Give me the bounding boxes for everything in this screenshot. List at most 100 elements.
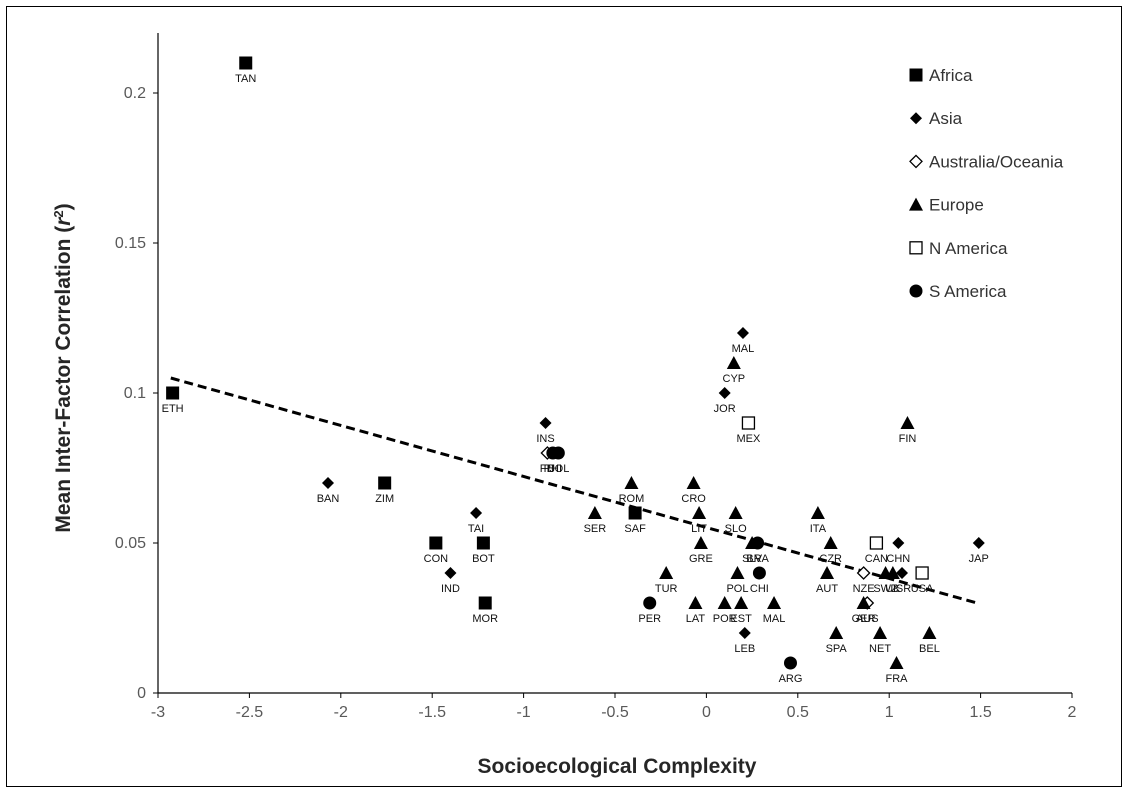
x-tick-label: 1.5 xyxy=(969,704,991,721)
x-tick-label: -1 xyxy=(516,704,530,721)
x-tick-label: 0.5 xyxy=(787,704,809,721)
chart-frame xyxy=(6,6,1122,787)
point-label-czr: CZR xyxy=(819,553,842,565)
point-label-swz: SWZ xyxy=(873,583,898,595)
point-label-cyp: CYP xyxy=(723,373,746,385)
data-point-por xyxy=(717,596,732,609)
data-point-pol xyxy=(730,566,745,579)
data-point-jor xyxy=(718,387,731,399)
data-point-uk xyxy=(885,566,900,579)
x-tick-label: -2 xyxy=(334,704,348,721)
axes xyxy=(153,33,1073,698)
point-label-ind: IND xyxy=(441,583,460,595)
point-label-mor: MOR xyxy=(472,613,498,625)
data-points xyxy=(166,56,985,670)
point-label-net: NET xyxy=(869,643,891,655)
legend-label-1: Asia xyxy=(929,109,963,128)
data-point-est xyxy=(734,596,749,609)
legend-marker-2 xyxy=(909,154,923,169)
point-label-arg: ARG xyxy=(779,673,803,685)
point-label-aut: AUT xyxy=(816,583,838,595)
data-point-mal xyxy=(736,327,749,339)
data-point-leb xyxy=(738,627,751,639)
data-point-ser xyxy=(587,506,602,519)
point-label-ban: BAN xyxy=(317,493,340,505)
data-point-per xyxy=(643,596,657,610)
legend-label-0: Africa xyxy=(929,66,973,85)
point-label-isr: ISR xyxy=(893,583,911,595)
point-label-leb: LEB xyxy=(734,643,755,655)
point-label-ger: GER xyxy=(852,613,876,625)
point-label-slv: SLV xyxy=(742,553,763,565)
y-axis-title-main: Mean Inter-Factor Correlation ( xyxy=(52,226,75,533)
legend-label-2: Australia/Oceania xyxy=(929,152,1064,171)
data-point-lat xyxy=(688,596,703,609)
point-label-per: PER xyxy=(638,613,661,625)
data-point-ind xyxy=(444,567,457,579)
x-tick-label: 1 xyxy=(885,704,894,721)
y-tick-label: 0.1 xyxy=(124,385,146,402)
data-point-chi xyxy=(752,566,766,580)
y-tick-label: 0.05 xyxy=(115,535,146,552)
point-label-eth: ETH xyxy=(162,403,184,415)
data-point-fin xyxy=(900,416,915,429)
point-label-saf: SAF xyxy=(624,523,646,535)
legend-label-4: N America xyxy=(929,239,1008,258)
legend-marker-4 xyxy=(909,241,923,255)
data-point-mex xyxy=(741,416,756,430)
point-label-phi: PHI xyxy=(544,463,562,475)
y-axis-title-superscript: 2 xyxy=(51,210,66,217)
point-label-fij: FIJ xyxy=(540,463,555,475)
data-point-jap xyxy=(972,537,985,549)
legend-label-3: Europe xyxy=(929,196,984,215)
data-point-aut xyxy=(820,566,835,579)
point-label-nze: NZE xyxy=(853,583,875,595)
data-point-czr xyxy=(823,536,838,549)
data-point-phi xyxy=(546,446,560,460)
x-tick-label: 2 xyxy=(1068,704,1077,721)
x-tick-label: -3 xyxy=(151,704,165,721)
data-point-lit xyxy=(692,506,707,519)
point-label-mal: MAL xyxy=(763,613,786,625)
data-point-bel xyxy=(922,626,937,639)
point-label-spa: SPA xyxy=(826,643,848,655)
point-label-fra: FRA xyxy=(886,673,909,685)
data-point-bot xyxy=(476,536,490,550)
legend-marker-3 xyxy=(909,197,923,211)
data-point-net xyxy=(873,626,888,639)
data-point-nze xyxy=(856,566,871,580)
data-point-mor xyxy=(478,596,492,610)
point-label-usa: USA xyxy=(911,583,934,595)
y-axis-title-symbol: r xyxy=(52,216,75,226)
data-point-cro xyxy=(686,476,701,489)
data-point-ins xyxy=(539,417,552,429)
x-tick-label: 0 xyxy=(702,704,711,721)
data-point-chn xyxy=(892,537,905,549)
data-point-con xyxy=(429,536,443,550)
data-point-ita xyxy=(810,506,825,519)
data-point-mal xyxy=(767,596,782,609)
point-label-bel: BEL xyxy=(919,643,940,655)
point-label-ins: INS xyxy=(536,433,554,445)
x-tick-label: -0.5 xyxy=(601,704,629,721)
point-label-gre: GRE xyxy=(689,553,713,565)
point-label-cro: CRO xyxy=(681,493,706,505)
point-label-mal: MAL xyxy=(732,343,755,355)
legend-marker-0 xyxy=(909,68,923,82)
data-point-ban xyxy=(322,477,335,489)
point-label-con: CON xyxy=(424,553,449,565)
data-point-isr xyxy=(895,567,908,579)
point-label-est: EST xyxy=(730,613,752,625)
data-point-usa xyxy=(915,566,929,580)
data-point-slo xyxy=(728,506,743,519)
point-label-chi: CHI xyxy=(750,583,769,595)
data-point-cyp xyxy=(726,356,741,369)
point-label-jap: JAP xyxy=(969,553,989,565)
point-label-fin: FIN xyxy=(899,433,917,445)
legend-marker-5 xyxy=(909,284,923,298)
point-label-tur: TUR xyxy=(655,583,678,595)
point-label-aus: AUS xyxy=(856,613,879,625)
y-tick-label: 0 xyxy=(137,685,146,702)
data-point-bra xyxy=(751,536,765,550)
y-axis-title-close: ) xyxy=(52,203,75,210)
